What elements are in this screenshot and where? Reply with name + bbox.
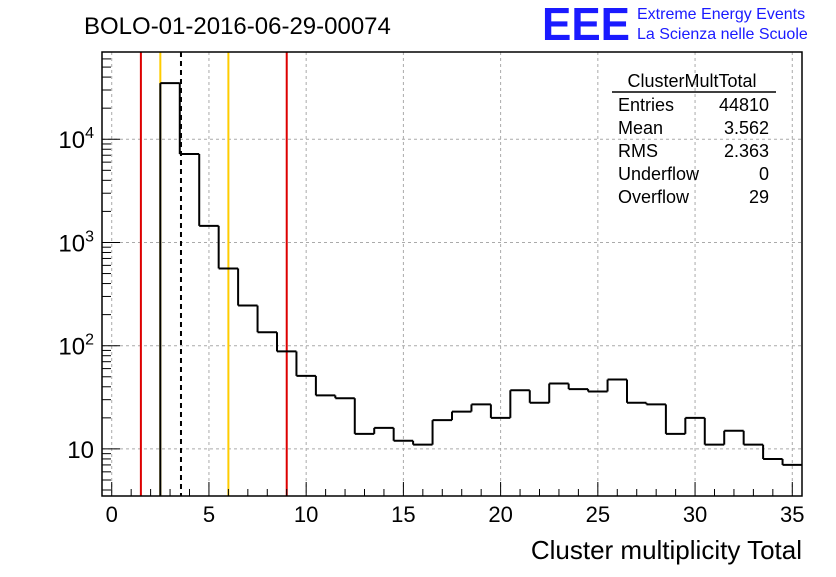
x-tick-label: 5 (203, 502, 215, 527)
stats-title: ClusterMultTotal (627, 71, 756, 91)
y-tick-label: 103 (58, 228, 94, 257)
stats-label: Underflow (618, 164, 700, 184)
x-axis-title: Cluster multiplicity Total (531, 535, 802, 565)
stats-value: 0 (759, 164, 769, 184)
y-tick-label: 102 (58, 332, 94, 361)
run-title: BOLO-01-2016-06-29-00074 (84, 13, 391, 40)
stats-box: ClusterMultTotal Entries 44810 Mean 3.562 RM… (612, 71, 776, 207)
stats-value: 44810 (719, 95, 769, 115)
stats-rows: Entries 44810 Mean 3.562 RMS 2.363 Underflow 0 O… (618, 95, 769, 207)
stats-label: Entries (618, 95, 674, 115)
x-tick-label: 25 (586, 502, 610, 527)
x-tick-label: 15 (391, 502, 415, 527)
x-tick-label: 35 (780, 502, 804, 527)
eee-logo-mark: EEE (542, 0, 630, 50)
logo-line-1: Extreme Energy Events (637, 6, 805, 23)
stats-label: Mean (618, 118, 663, 138)
axis-ticks (102, 51, 793, 496)
stats-label: RMS (618, 141, 658, 161)
stats-value: 2.363 (724, 141, 769, 161)
stats-value: 29 (749, 187, 769, 207)
x-tick-label: 20 (488, 502, 512, 527)
grid-layer (102, 52, 802, 496)
histogram-layer (159, 82, 802, 496)
logo-line-2: La Scienza nelle Scuole (637, 26, 808, 43)
stats-value: 3.562 (724, 118, 769, 138)
x-tick-label: 0 (106, 502, 118, 527)
x-tick-label: 30 (683, 502, 707, 527)
axis-tick-labels: 0 5 10 15 20 25 30 35 10 102 103 104 (58, 125, 804, 527)
x-tick-label: 10 (294, 502, 318, 527)
y-tick-label: 10 (67, 437, 94, 464)
y-tick-label: 104 (58, 125, 94, 154)
stats-label: Overflow (618, 187, 690, 207)
